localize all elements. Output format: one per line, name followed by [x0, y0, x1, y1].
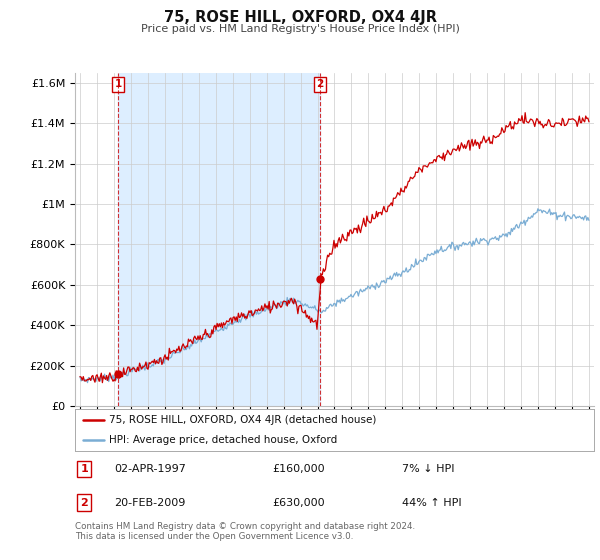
- Text: 2: 2: [316, 80, 323, 90]
- Text: 02-APR-1997: 02-APR-1997: [114, 464, 186, 474]
- Text: 44% ↑ HPI: 44% ↑ HPI: [402, 497, 461, 507]
- Text: 1: 1: [80, 464, 88, 474]
- Text: £630,000: £630,000: [272, 497, 325, 507]
- Text: 2: 2: [80, 497, 88, 507]
- Text: 1: 1: [115, 80, 122, 90]
- Text: 20-FEB-2009: 20-FEB-2009: [114, 497, 185, 507]
- Text: Contains HM Land Registry data © Crown copyright and database right 2024.
This d: Contains HM Land Registry data © Crown c…: [75, 522, 415, 542]
- Text: £160,000: £160,000: [272, 464, 325, 474]
- Text: 75, ROSE HILL, OXFORD, OX4 4JR: 75, ROSE HILL, OXFORD, OX4 4JR: [163, 10, 437, 25]
- Text: Price paid vs. HM Land Registry's House Price Index (HPI): Price paid vs. HM Land Registry's House …: [140, 24, 460, 34]
- Text: 7% ↓ HPI: 7% ↓ HPI: [402, 464, 454, 474]
- Text: HPI: Average price, detached house, Oxford: HPI: Average price, detached house, Oxfo…: [109, 435, 337, 445]
- Bar: [118, 73, 320, 406]
- Text: 75, ROSE HILL, OXFORD, OX4 4JR (detached house): 75, ROSE HILL, OXFORD, OX4 4JR (detached…: [109, 415, 376, 425]
